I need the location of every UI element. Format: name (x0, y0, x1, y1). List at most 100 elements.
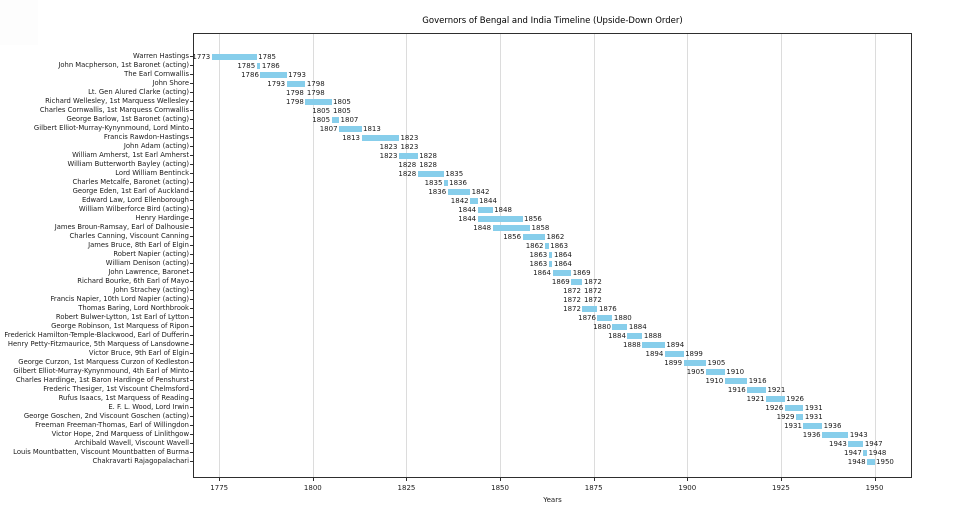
row-label: William Denison (acting) (105, 259, 189, 267)
bar-start-year-label: 1926 (765, 403, 784, 412)
row-label: Gilbert Elliot-Murray-Kynynmound, Lord M… (33, 124, 189, 132)
bar-end-year-label: 1842 (471, 187, 490, 196)
y-tick (190, 353, 193, 354)
y-tick (190, 335, 193, 336)
timeline-bar (706, 368, 725, 375)
timeline-bar (803, 422, 823, 429)
row-label: George Goschen, 2nd Viscount Goschen (ac… (23, 412, 189, 420)
x-tick-label: 1875 (584, 484, 603, 492)
row-label: James Bruce, 8th Earl of Elgin (88, 241, 189, 249)
timeline-bar (765, 395, 785, 402)
bar-end-year-label: 1805 (333, 97, 351, 106)
y-tick (190, 191, 193, 192)
row-label: George Robinson, 1st Marquess of Ripon (51, 322, 189, 330)
bar-end-year-label: 1943 (849, 430, 868, 439)
y-tick (190, 92, 193, 93)
timeline-bar (470, 197, 478, 204)
gridline (780, 34, 782, 477)
timeline-bar (548, 260, 553, 267)
bar-start-year-label: 1842 (450, 196, 469, 205)
bar-start-year-label: 1872 (563, 286, 581, 295)
timeline-bar (331, 116, 340, 123)
bar-end-year-label: 1863 (550, 241, 569, 250)
row-label: John Macpherson, 1st Baronet (acting) (58, 61, 189, 69)
timeline-bar (664, 350, 684, 357)
row-label: Warren Hastings (133, 52, 189, 60)
bar-start-year-label: 1848 (473, 223, 492, 232)
bar-start-year-label: 1863 (529, 250, 548, 259)
timeline-bar (211, 53, 257, 60)
timeline-bar (492, 224, 531, 231)
row-label: John Strachey (acting) (113, 286, 189, 294)
row-label: Victor Bruce, 9th Earl of Elgin (88, 349, 189, 357)
bar-start-year-label: 1876 (578, 313, 596, 322)
bar-start-year-label: 1863 (529, 259, 548, 268)
row-label: John Adam (acting) (123, 142, 189, 150)
bar-end-year-label: 1947 (864, 439, 883, 448)
screenshot-corner-artifact (0, 0, 38, 45)
gridline (406, 34, 408, 477)
row-label: Robert Bulwer-Lytton, 1st Earl of Lytton (55, 313, 189, 321)
y-tick (190, 290, 193, 291)
bar-start-year-label: 1936 (802, 430, 821, 439)
row-label: George Curzon, 1st Marquess Curzon of Ke… (18, 358, 189, 366)
bar-end-year-label: 1823 (400, 142, 419, 151)
row-label: George Barlow, 1st Baronet (acting) (66, 115, 189, 123)
bar-end-year-label: 1786 (261, 61, 280, 70)
y-tick (190, 326, 193, 327)
timeline-bar (867, 458, 875, 465)
timeline-bar (747, 386, 766, 393)
y-tick (190, 218, 193, 219)
bar-end-year-label: 1848 (494, 205, 512, 214)
row-label: Edward Law, Lord Ellenborough (81, 196, 189, 204)
bar-end-year-label: 1884 (628, 322, 647, 331)
row-label: Francis Rawdon-Hastings (103, 133, 189, 141)
x-tick-label: 1825 (397, 484, 416, 492)
y-tick (190, 461, 193, 462)
y-tick (190, 452, 193, 453)
bar-end-year-label: 1864 (554, 259, 572, 268)
row-label: John Shore (152, 79, 189, 87)
bar-start-year-label: 1798 (286, 97, 304, 106)
bar-start-year-label: 1894 (645, 349, 664, 358)
x-tick-label: 1925 (772, 484, 790, 492)
x-axis-label: Years (543, 496, 562, 504)
y-tick (190, 317, 193, 318)
bar-start-year-label: 1929 (776, 412, 795, 421)
bar-start-year-label: 1798 (286, 88, 304, 97)
bar-end-year-label: 1876 (598, 304, 617, 313)
bar-start-year-label: 1948 (847, 457, 866, 466)
timeline-bar (260, 71, 287, 78)
bar-start-year-label: 1807 (319, 124, 338, 133)
bar-start-year-label: 1785 (237, 61, 256, 70)
bar-start-year-label: 1805 (312, 106, 331, 115)
x-tick (780, 478, 782, 481)
bar-start-year-label: 1916 (727, 385, 746, 394)
row-label: Victor Hope, 2nd Marquess of Linlithgow (51, 430, 189, 438)
timeline-bar (305, 98, 332, 105)
y-tick (190, 182, 193, 183)
gridline (219, 34, 221, 477)
timeline-bar (642, 341, 665, 348)
bar-start-year-label: 1943 (829, 439, 847, 448)
timeline-bar (582, 305, 598, 312)
y-tick (190, 65, 193, 66)
y-tick (190, 308, 193, 309)
y-tick (190, 119, 193, 120)
bar-end-year-label: 1805 (333, 106, 351, 115)
bar-end-year-label: 1921 (767, 385, 786, 394)
bar-end-year-label: 1864 (554, 250, 572, 259)
bar-end-year-label: 1856 (524, 214, 542, 223)
bar-start-year-label: 1869 (551, 277, 570, 286)
timeline-bar (822, 431, 849, 438)
timeline-bar (548, 251, 553, 258)
row-label: William Butterworth Bayley (acting) (67, 160, 189, 168)
bar-start-year-label: 1947 (844, 448, 862, 457)
row-label: William Wilberforce Bird (acting) (78, 205, 189, 213)
bar-start-year-label: 1872 (563, 304, 581, 313)
bar-start-year-label: 1844 (458, 214, 477, 223)
bar-end-year-label: 1936 (823, 421, 842, 430)
bar-end-year-label: 1862 (546, 232, 565, 241)
bar-end-year-label: 1793 (288, 70, 306, 79)
